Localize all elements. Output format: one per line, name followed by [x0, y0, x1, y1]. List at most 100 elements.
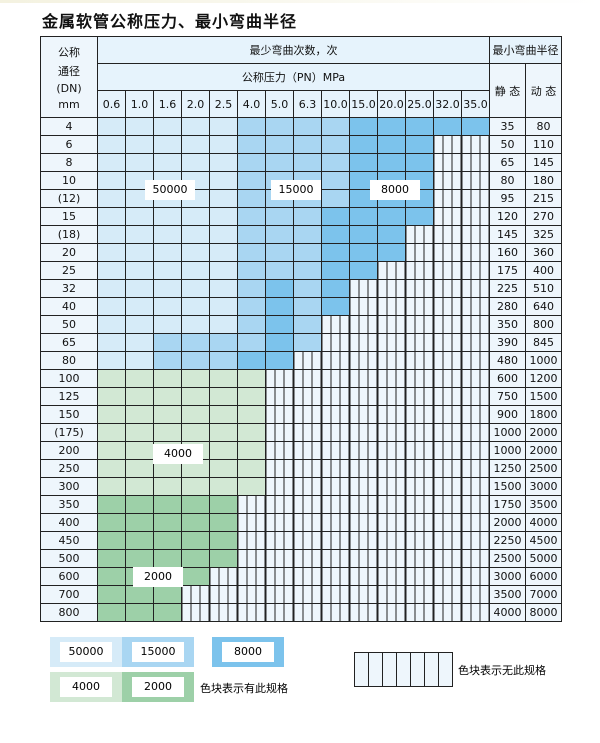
spec-cell-15000 — [237, 315, 266, 334]
dn-cell: 50 — [40, 315, 98, 334]
spec-cell-50000 — [153, 297, 182, 316]
page-title: 金属软管公称压力、最小弯曲半径 — [42, 12, 298, 31]
spec-cell-2000 — [181, 495, 210, 514]
spec-cell-4000 — [97, 405, 126, 424]
spec-cell-2000 — [153, 603, 182, 622]
no-spec-cell — [405, 495, 434, 514]
spec-cell-2000 — [153, 513, 182, 532]
pressure-col-header: 20.0 — [377, 90, 406, 118]
pressure-col-header: 1.0 — [125, 90, 154, 118]
no-spec-cell — [349, 441, 378, 460]
spec-cell-8000 — [405, 153, 434, 172]
spec-cell-2000 — [153, 531, 182, 550]
dynamic-radius-cell: 325 — [525, 225, 562, 244]
no-spec-cell — [237, 531, 266, 550]
no-spec-cell — [433, 477, 462, 496]
pressure-col-header: 15.0 — [349, 90, 378, 118]
static-radius-cell: 390 — [489, 333, 526, 352]
no-spec-cell — [461, 477, 490, 496]
legend-label: 50000 — [60, 642, 112, 662]
no-spec-cell — [405, 333, 434, 352]
dynamic-radius-cell: 4000 — [525, 513, 562, 532]
no-spec-cell — [461, 333, 490, 352]
legend-label: 4000 — [60, 677, 112, 697]
spec-cell-8000 — [405, 207, 434, 226]
no-spec-cell — [293, 513, 322, 532]
static-radius-cell: 1750 — [489, 495, 526, 514]
no-spec-cell — [293, 459, 322, 478]
spec-cell-8000 — [321, 225, 350, 244]
spec-cell-4000 — [97, 369, 126, 388]
no-spec-cell — [405, 441, 434, 460]
no-spec-cell — [293, 549, 322, 568]
spec-cell-15000 — [237, 297, 266, 316]
table-row: 350 1750 3500 — [40, 495, 562, 514]
spec-cell-15000 — [237, 189, 266, 208]
spec-cell-2000 — [153, 495, 182, 514]
no-spec-cell — [433, 567, 462, 586]
spec-cell-4000 — [237, 477, 266, 496]
table-row: 700 3500 7000 — [40, 585, 562, 604]
no-spec-cell — [461, 585, 490, 604]
table-row: 50 350 800 — [40, 315, 562, 334]
spec-cell-4000 — [237, 387, 266, 406]
static-radius-cell: 120 — [489, 207, 526, 226]
no-spec-cell — [433, 135, 462, 154]
no-spec-cell — [405, 387, 434, 406]
no-spec-cell — [265, 567, 294, 586]
spec-cell-2000 — [125, 495, 154, 514]
no-spec-cell — [377, 549, 406, 568]
spec-cell-4000 — [125, 405, 154, 424]
no-spec-cell — [209, 603, 238, 622]
spec-cell-15000 — [265, 261, 294, 280]
spec-cell-50000 — [125, 243, 154, 262]
cycles-header: 最少弯曲次数，次 — [97, 36, 490, 64]
no-spec-cell — [265, 585, 294, 604]
static-radius-cell: 3500 — [489, 585, 526, 604]
table-row: 125 750 1500 — [40, 387, 562, 406]
no-spec-cell — [433, 369, 462, 388]
spec-cell-2000 — [209, 549, 238, 568]
dn-cell: 40 — [40, 297, 98, 316]
no-spec-cell — [349, 513, 378, 532]
no-spec-cell — [321, 585, 350, 604]
pressure-col-header: 35.0 — [461, 90, 490, 118]
spec-cell-15000 — [293, 261, 322, 280]
dn-header-line: 公称 — [58, 45, 80, 59]
no-spec-cell — [433, 261, 462, 280]
dynamic-radius-cell: 1200 — [525, 369, 562, 388]
no-spec-cell — [433, 495, 462, 514]
no-spec-cell — [293, 477, 322, 496]
no-spec-cell — [405, 585, 434, 604]
no-spec-cell — [405, 567, 434, 586]
no-spec-cell — [461, 423, 490, 442]
dn-cell: 20 — [40, 243, 98, 262]
spec-cell-15000 — [153, 333, 182, 352]
legend-label: 15000 — [132, 642, 184, 662]
spec-cell-8000 — [349, 243, 378, 262]
dynamic-radius-cell: 640 — [525, 297, 562, 316]
legend-swatch-8000: 8000 — [212, 637, 284, 667]
spec-cell-15000 — [265, 117, 294, 136]
spec-cell-8000 — [433, 117, 462, 136]
pressure-col-header: 4.0 — [237, 90, 266, 118]
no-spec-cell — [349, 351, 378, 370]
spec-cell-4000 — [125, 387, 154, 406]
no-spec-cell — [265, 441, 294, 460]
no-spec-cell — [405, 315, 434, 334]
no-spec-cell — [405, 279, 434, 298]
spec-cell-4000 — [181, 477, 210, 496]
no-spec-cell — [377, 603, 406, 622]
spec-cell-50000 — [97, 171, 126, 190]
no-spec-cell — [405, 513, 434, 532]
no-spec-cell — [461, 153, 490, 172]
spec-cell-50000 — [209, 207, 238, 226]
table-row: 20 160 360 — [40, 243, 562, 262]
spec-cell-2000 — [97, 603, 126, 622]
spec-cell-2000 — [209, 513, 238, 532]
static-radius-cell: 1000 — [489, 423, 526, 442]
dynamic-radius-cell: 180 — [525, 171, 562, 190]
no-spec-cell — [405, 351, 434, 370]
no-spec-cell — [349, 567, 378, 586]
spec-cell-15000 — [293, 207, 322, 226]
